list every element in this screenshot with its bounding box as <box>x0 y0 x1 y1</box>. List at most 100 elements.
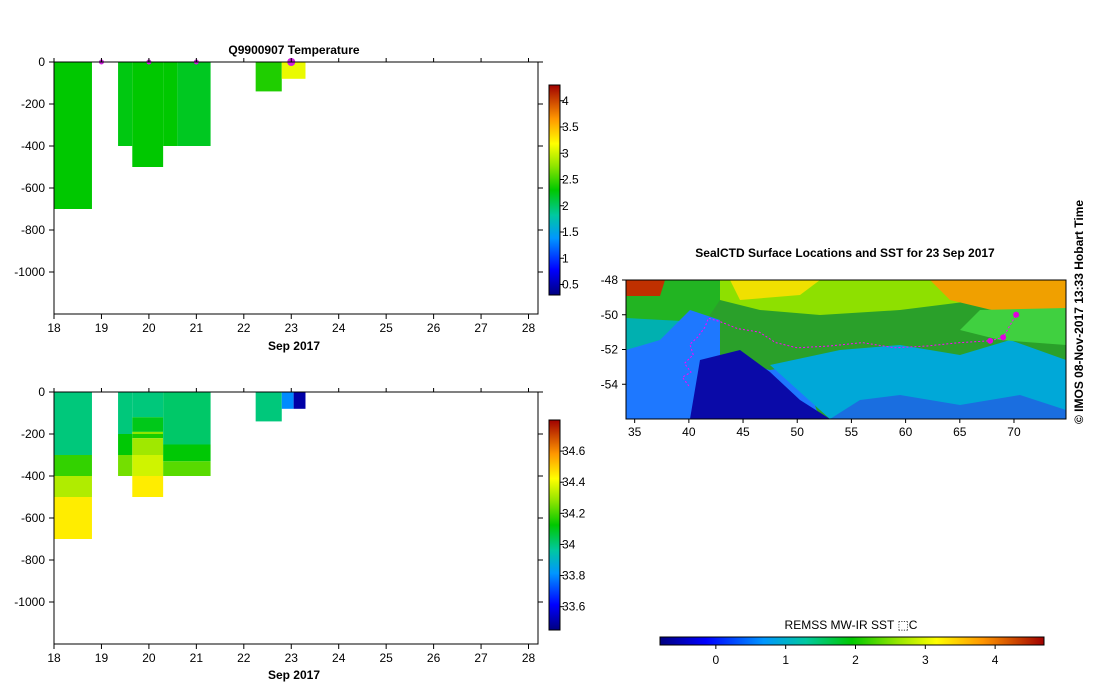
y-tick-label: -200 <box>21 97 45 111</box>
map-x-tick-label: 40 <box>682 425 696 439</box>
profile-cell <box>163 444 211 462</box>
x-tick-label: 21 <box>190 651 204 665</box>
x-tick-label: 28 <box>522 321 536 335</box>
x-tick-label: 24 <box>332 321 346 335</box>
sst-colorbar-ticks: 0 1 2 3 4 <box>713 645 999 667</box>
map-x-tick-label: 70 <box>1007 425 1021 439</box>
seal-position-marker <box>987 337 994 344</box>
profile-cell <box>54 497 92 539</box>
colorbar-tick-label: 1.5 <box>562 225 579 239</box>
map-x-tick-label: 50 <box>791 425 805 439</box>
profile-cell <box>118 455 133 476</box>
y-tick-label: -800 <box>21 223 45 237</box>
profile-cell <box>132 476 164 497</box>
y-tick-label: 0 <box>38 385 45 399</box>
colorbar-tick-label: 4 <box>562 94 569 108</box>
x-tick-label: 26 <box>427 651 441 665</box>
profile-cell <box>54 62 92 209</box>
salinity-colorbar-ticks: 33.6 33.8 34 34.2 34.4 34.6 <box>560 444 586 614</box>
imos-timestamp: © IMOS 08-Nov-2017 13:33 Hobart Time <box>1072 200 1086 424</box>
sst-region-north-orange <box>930 280 1066 312</box>
x-tick-label: 27 <box>474 651 488 665</box>
sst-region-east-green <box>960 308 1066 345</box>
profile-cell <box>255 62 282 92</box>
profile-cell <box>118 62 133 146</box>
sst-colorbar-tick-label: 1 <box>782 653 789 667</box>
x-tick-label: 20 <box>142 321 156 335</box>
profile-cell <box>54 455 92 476</box>
salinity-profiles <box>54 392 306 539</box>
temperature-profiles <box>54 62 306 209</box>
profile-cell <box>54 392 92 455</box>
map-y-axis: -48 -50 -52 -54 <box>601 273 626 391</box>
sst-region-warm-corner <box>626 280 665 296</box>
y-tick-label: -400 <box>21 139 45 153</box>
x-tick-label: 21 <box>190 321 204 335</box>
profile-cell <box>132 392 164 418</box>
map-y-tick-label: -52 <box>601 343 619 357</box>
temperature-y-axis: 0 -200 -400 -600 -800 -1000 <box>14 55 543 279</box>
y-tick-label: -1000 <box>14 595 45 609</box>
salinity-x-axis-label: Sep 2017 <box>268 668 320 682</box>
profile-cell <box>132 438 164 455</box>
map-y-tick-label: -48 <box>601 273 619 287</box>
sst-colorbar-tick-label: 0 <box>713 653 720 667</box>
x-tick-label: 26 <box>427 321 441 335</box>
temperature-chart-title: Q9900907 Temperature <box>228 43 360 57</box>
salinity-x-axis: 18 19 20 21 22 23 24 25 26 27 28 <box>47 388 536 665</box>
sst-colorbar <box>659 636 1045 646</box>
x-tick-label: 27 <box>474 321 488 335</box>
profile-cell <box>132 417 164 432</box>
map-title: SealCTD Surface Locations and SST for 23… <box>695 246 995 260</box>
colorbar-tick-label: 34.2 <box>562 506 586 520</box>
map-x-tick-label: 45 <box>736 425 750 439</box>
profile-cell <box>281 62 306 79</box>
salinity-colorbar <box>548 419 561 631</box>
profile-cell <box>163 461 211 476</box>
colorbar-tick-label: 2 <box>562 199 569 213</box>
seal-position-marker <box>1013 311 1020 318</box>
sst-colorbar-label: REMSS MW-IR SST ⬚C <box>785 618 918 632</box>
seal-track-line <box>681 314 1017 387</box>
x-tick-label: 19 <box>95 321 109 335</box>
temperature-x-axis-label: Sep 2017 <box>268 339 320 353</box>
temperature-x-axis: 18 19 20 21 22 23 24 25 26 27 28 <box>47 58 536 335</box>
x-tick-label: 25 <box>379 321 393 335</box>
x-tick-label: 24 <box>332 651 346 665</box>
profile-cell <box>54 476 92 497</box>
seal-positions <box>987 311 1020 344</box>
colorbar-tick-label: 33.8 <box>562 569 586 583</box>
sst-region-south-cyan <box>770 340 1066 419</box>
y-tick-label: -600 <box>21 511 45 525</box>
map-y-tick-label: -54 <box>601 377 619 391</box>
profile-cell <box>163 392 211 445</box>
map-y-tick-label: -50 <box>601 308 619 322</box>
x-tick-label: 23 <box>285 651 299 665</box>
colorbar-tick-label: 3.5 <box>562 120 579 134</box>
y-tick-label: -1000 <box>14 265 45 279</box>
x-tick-label: 23 <box>285 321 299 335</box>
x-tick-label: 18 <box>47 321 61 335</box>
colorbar-tick-label: 34 <box>562 537 576 551</box>
x-tick-label: 18 <box>47 651 61 665</box>
sst-colorbar-tick-label: 4 <box>992 653 999 667</box>
salinity-y-axis: 0 -200 -400 -600 -800 -1000 <box>14 385 543 609</box>
profile-cell <box>118 434 133 455</box>
x-tick-label: 20 <box>142 651 156 665</box>
sst-region-south-blue <box>830 395 1066 419</box>
profile-cell <box>255 392 282 422</box>
map-x-tick-label: 60 <box>899 425 913 439</box>
colorbar-tick-label: 34.4 <box>562 475 586 489</box>
x-tick-label: 22 <box>237 651 251 665</box>
colorbar-tick-label: 2.5 <box>562 173 579 187</box>
temperature-colorbar-ticks: 0.5 1 1.5 2 2.5 3 3.5 4 <box>560 94 579 292</box>
sst-region-cold-core <box>690 350 830 419</box>
y-tick-label: -400 <box>21 469 45 483</box>
colorbar-tick-label: 34.6 <box>562 444 586 458</box>
profile-cell <box>132 62 164 167</box>
x-tick-label: 22 <box>237 321 251 335</box>
seal-position-marker <box>1000 334 1007 341</box>
x-tick-label: 19 <box>95 651 109 665</box>
